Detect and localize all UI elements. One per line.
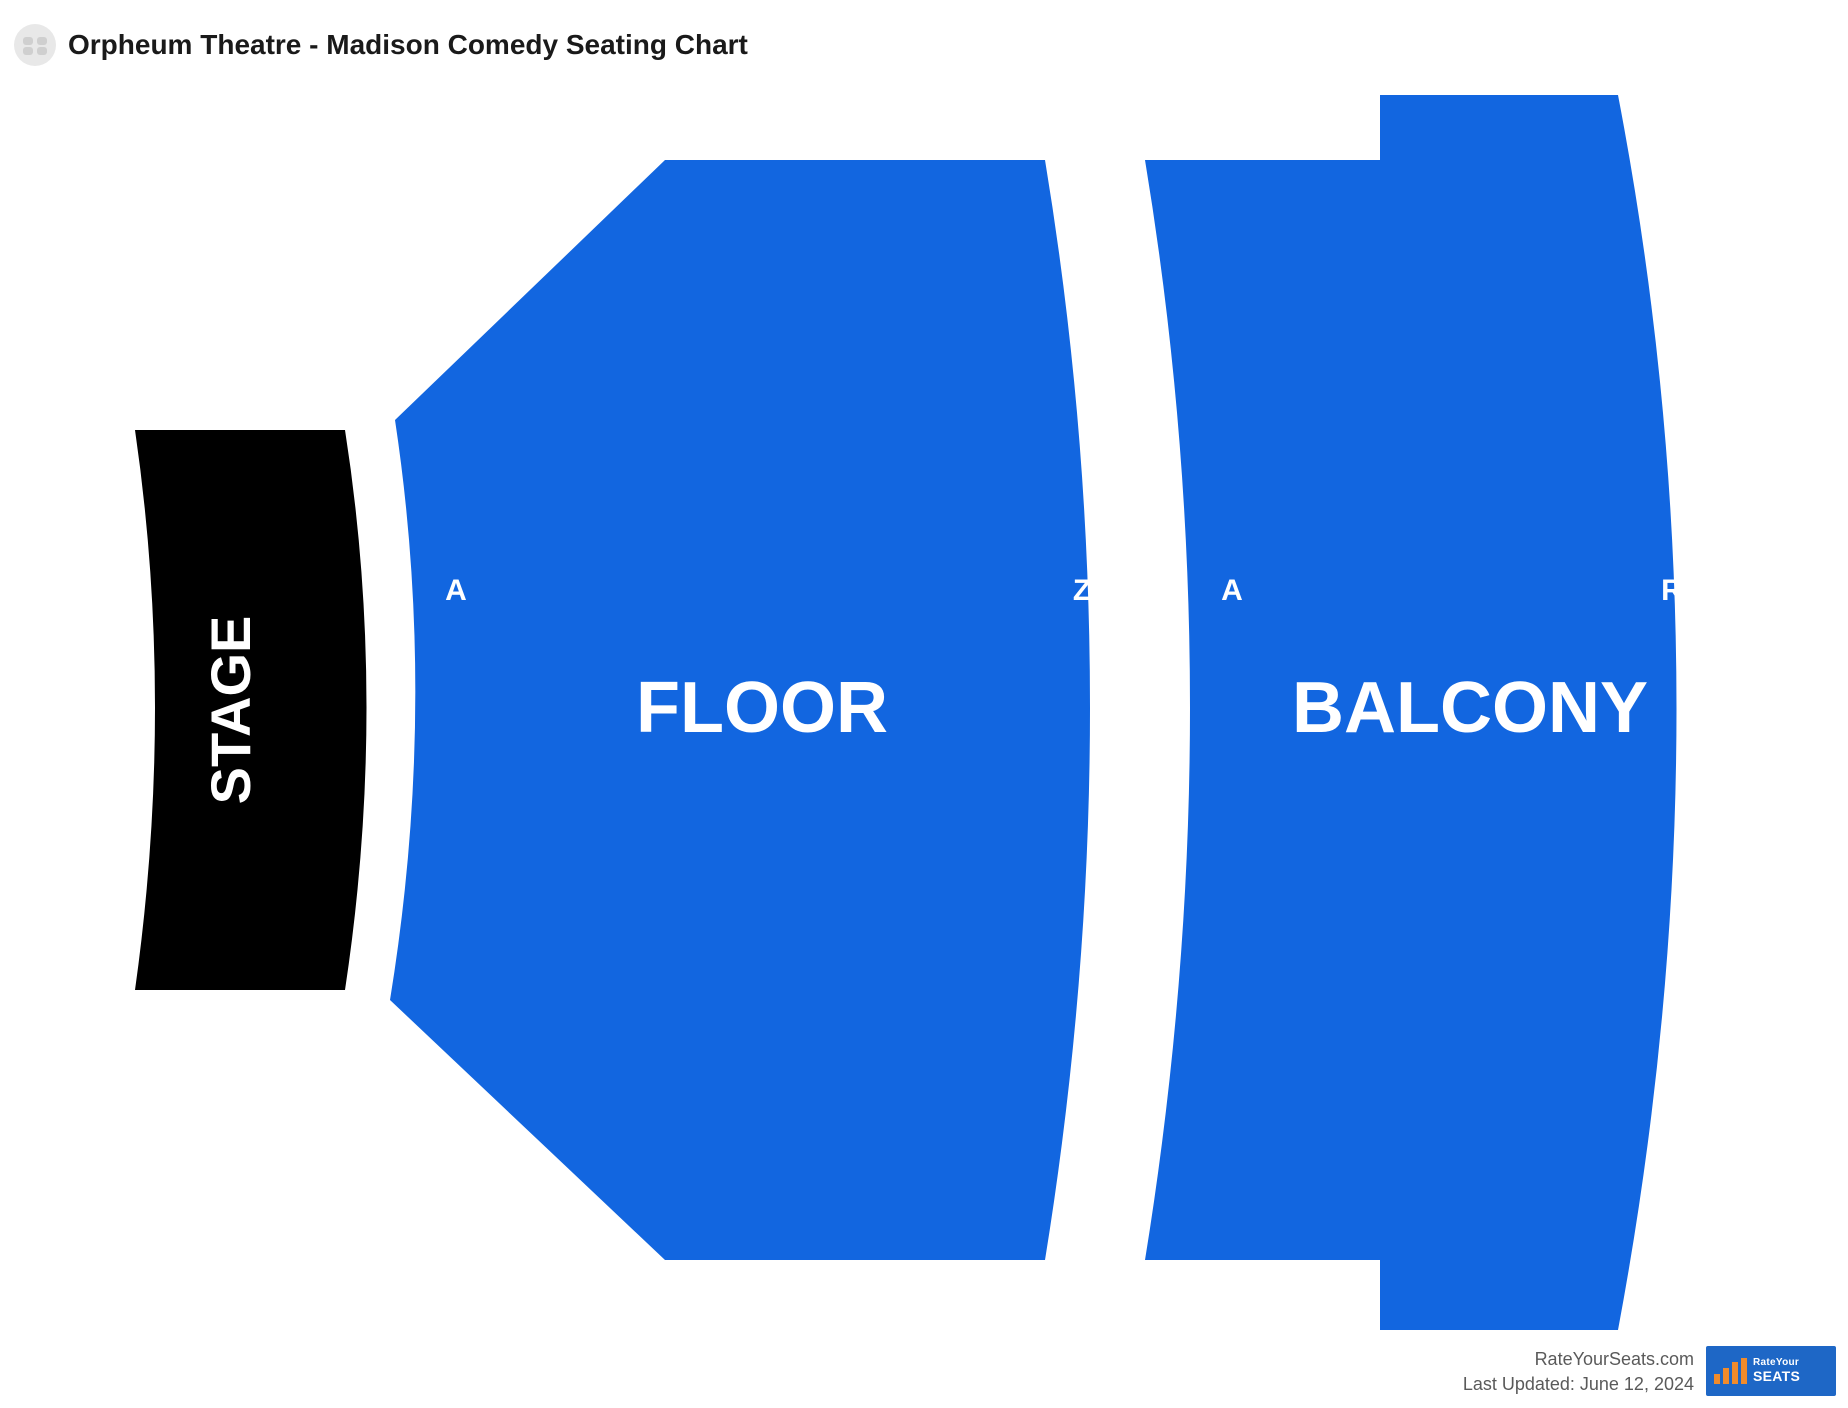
balcony-row-end-label: R: [1661, 574, 1683, 607]
footer-source: RateYourSeats.com: [1463, 1347, 1694, 1371]
brand-badge-line2: SEATS: [1753, 1369, 1800, 1384]
floor-row-start-label: A: [445, 574, 467, 607]
brand-badge[interactable]: RateYour SEATS: [1706, 1346, 1836, 1396]
footer-meta: RateYourSeats.com Last Updated: June 12,…: [1463, 1347, 1694, 1396]
page-root: Orpheum Theatre - Madison Comedy Seating…: [0, 0, 1848, 1408]
seating-chart: STAGE A Z FLOOR A R BALCONY: [0, 60, 1848, 1360]
seats-icon: [21, 33, 49, 57]
balcony-label: BALCONY: [1292, 668, 1648, 748]
stage-label: STAGE: [199, 616, 262, 805]
page-footer: RateYourSeats.com Last Updated: June 12,…: [1463, 1346, 1836, 1396]
section-balcony[interactable]: A R BALCONY: [1145, 95, 1683, 1330]
section-floor[interactable]: A Z FLOOR: [390, 160, 1091, 1260]
floor-label: FLOOR: [636, 668, 888, 748]
page-title: Orpheum Theatre - Madison Comedy Seating…: [68, 29, 748, 61]
brand-badge-bars-icon: [1714, 1358, 1747, 1384]
brand-badge-text: RateYour SEATS: [1753, 1358, 1800, 1383]
section-stage[interactable]: STAGE: [135, 430, 367, 990]
balcony-row-start-label: A: [1221, 574, 1243, 607]
footer-updated: Last Updated: June 12, 2024: [1463, 1372, 1694, 1396]
floor-row-end-label: Z: [1073, 574, 1091, 607]
